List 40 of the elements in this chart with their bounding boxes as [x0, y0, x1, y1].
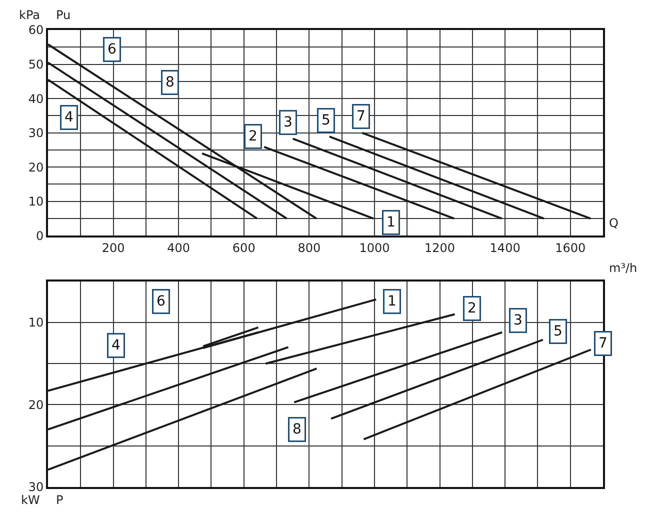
y-axis-title: kW: [21, 493, 40, 507]
text: P: [56, 493, 64, 507]
x-axis-title: Q: [609, 216, 618, 230]
y-tick-label: 10: [28, 316, 44, 330]
x-tick-label: 1000: [359, 241, 390, 256]
annotation: 6: [108, 42, 116, 58]
y-tick-label: 0: [36, 228, 44, 243]
annotation: 4: [64, 110, 74, 126]
x-axis-title: m³/h: [609, 261, 638, 275]
annotation: 3: [514, 312, 522, 328]
y-tick-label: 20: [28, 160, 44, 174]
y-tick-label: 50: [28, 57, 44, 72]
annotation: 4: [112, 338, 120, 354]
annotation: 1: [386, 214, 396, 230]
annotation: 7: [356, 108, 366, 124]
y-tick-label: 30: [28, 480, 44, 494]
y-tick-label: 10: [28, 194, 44, 209]
x-tick-label: 800: [298, 241, 321, 256]
annotation: 5: [322, 112, 330, 128]
annotation: 3: [284, 114, 292, 130]
x-tick-label: 200: [102, 241, 125, 256]
annotation: 6: [156, 294, 166, 310]
y-tick-label: 30: [28, 126, 44, 140]
text: Pu: [56, 8, 71, 22]
x-tick-label: 1600: [555, 241, 586, 256]
y-tick-label: 20: [28, 398, 44, 412]
y-tick-label: 60: [28, 23, 44, 38]
annotation: 7: [598, 336, 608, 352]
x-tick-label: 1200: [424, 241, 456, 256]
y-tick-label: 40: [28, 92, 44, 106]
annotation: 2: [468, 300, 476, 316]
x-tick-label: 400: [167, 241, 190, 256]
y-axis-title: kPa: [19, 8, 40, 22]
annotation: 2: [248, 128, 258, 144]
x-tick-label: 600: [232, 241, 256, 256]
x-tick-label: 1400: [490, 241, 520, 256]
annotation: 8: [166, 74, 174, 90]
annotation: 5: [554, 324, 562, 340]
annotation: 8: [292, 422, 302, 438]
annotation: 1: [388, 294, 396, 310]
